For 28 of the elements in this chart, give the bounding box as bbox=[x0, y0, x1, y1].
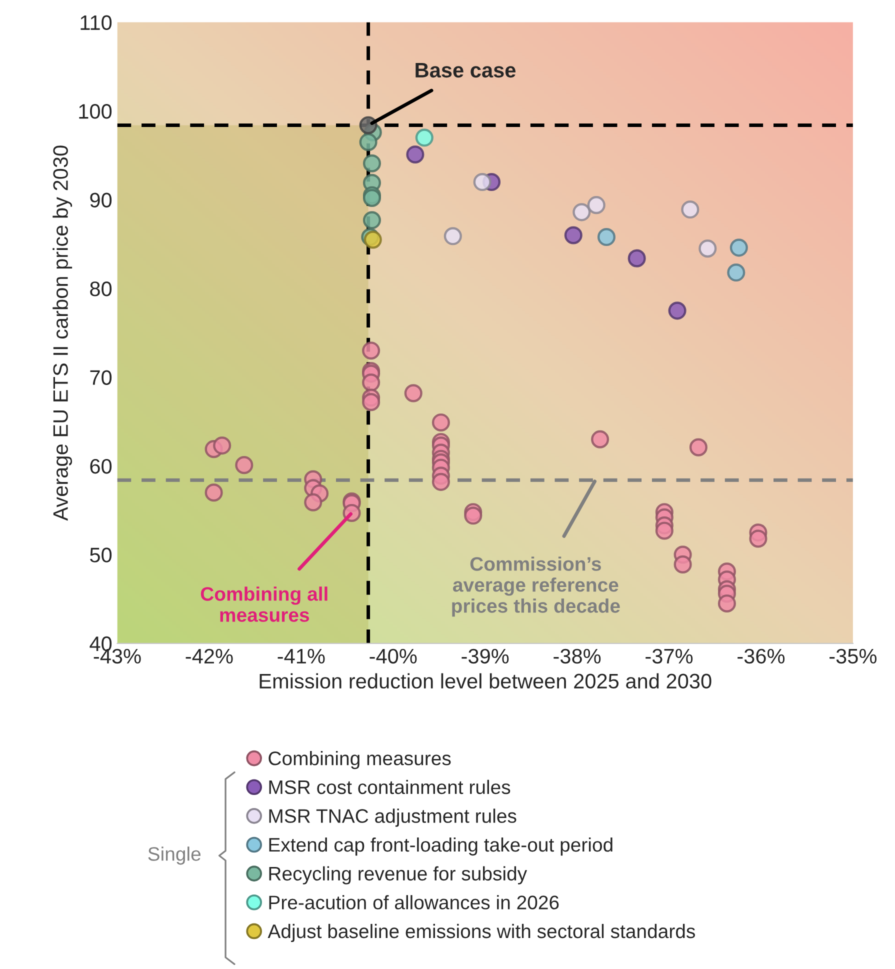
legend-label: Pre-acution of allowances in 2026 bbox=[269, 895, 559, 910]
legend-label: Combining measures bbox=[268, 751, 451, 770]
x-tick-label: -41% bbox=[278, 648, 325, 664]
legend-label: MSR cost containment rules bbox=[269, 780, 510, 794]
x-tick-label: -36% bbox=[738, 648, 785, 664]
x-tick-label: -38% bbox=[554, 648, 601, 664]
text: Base case bbox=[416, 63, 516, 78]
y-axis-title: Average EU ETS II carbon price by 2030 bbox=[52, 146, 72, 521]
annotation: Commission’s average reference prices this decade bbox=[452, 556, 620, 617]
x-tick-label: -42% bbox=[186, 648, 233, 664]
y-tick-label: 60 bbox=[90, 458, 112, 474]
x-tick-label: -37% bbox=[646, 648, 693, 664]
legend-title: Single bbox=[148, 846, 201, 865]
y-tick-label: 70 bbox=[90, 370, 112, 385]
y-tick-label: 90 bbox=[90, 192, 112, 208]
y-tick-label: 110 bbox=[80, 15, 112, 30]
x-tick-label: -35% bbox=[830, 648, 877, 664]
x-axis-title: Emission reduction level between 2025 and 2030 bbox=[260, 673, 712, 689]
x-tick-label: -39% bbox=[462, 648, 509, 664]
x-tick-label: -40% bbox=[370, 648, 417, 664]
y-tick-label: 100 bbox=[79, 104, 112, 119]
legend-label: Recycling revenue for subsidy bbox=[269, 866, 528, 884]
y-tick-label: 50 bbox=[90, 548, 112, 562]
legend-label: MSR TNAC adjustment rules bbox=[269, 808, 516, 827]
legend-label: Adjust baseline emissions with sectoral standards bbox=[268, 924, 695, 942]
y-tick-label: 80 bbox=[90, 281, 112, 296]
legend-label: Extend cap front-loading take-out period bbox=[269, 837, 612, 856]
annotation: Combining all measures bbox=[200, 586, 328, 622]
